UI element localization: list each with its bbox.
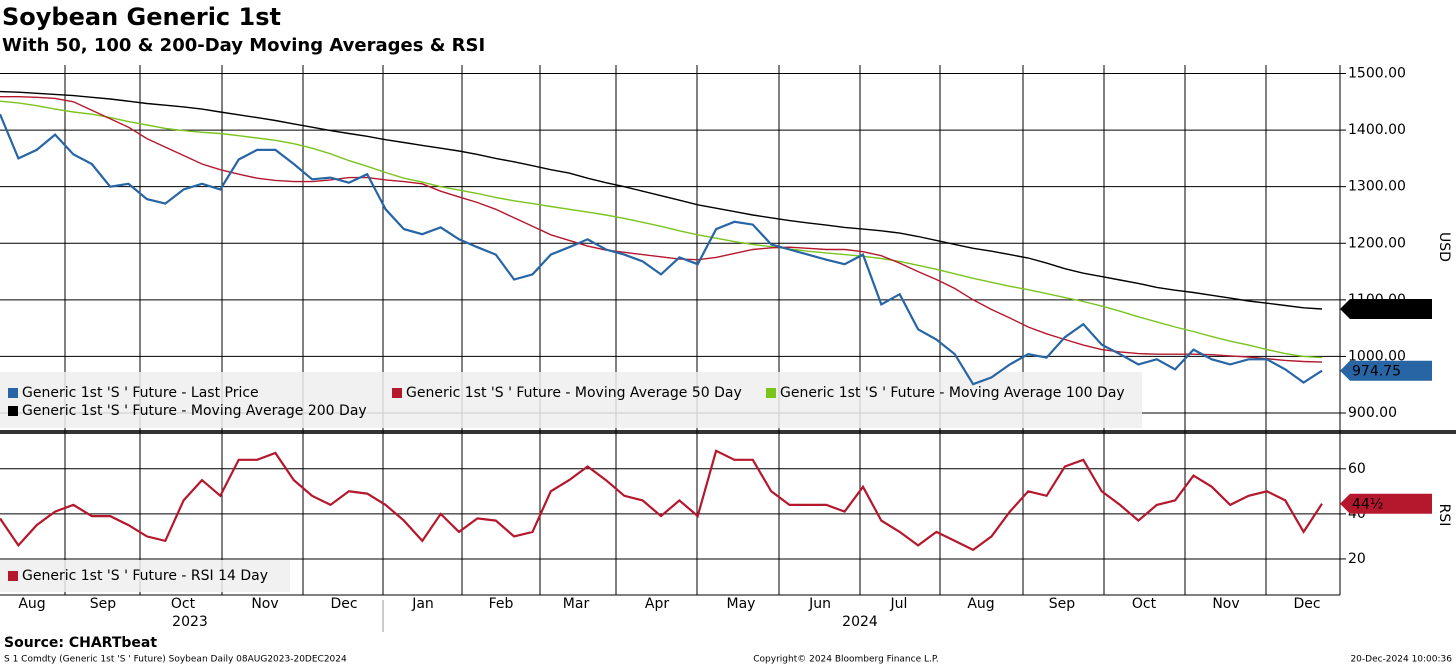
x-tick-label: Oct (1132, 596, 1157, 612)
chart-subtitle: With 50, 100 & 200-Day Moving Averages &… (2, 35, 485, 56)
y-tick-label: 1400.00 (1348, 122, 1406, 138)
legend-swatch (766, 388, 776, 398)
y-axis-label: USD (1436, 232, 1452, 262)
x-tick-label: Jan (411, 596, 434, 612)
value-tag (1340, 493, 1432, 514)
x-tick-label: Nov (1212, 596, 1239, 612)
y-tick-label: 1200.00 (1348, 235, 1406, 251)
legend-swatch (8, 571, 18, 581)
x-tick-label: Dec (1293, 596, 1320, 612)
y-tick-label: 20 (1348, 551, 1366, 567)
line-series (0, 96, 1323, 363)
x-tick-label: Feb (489, 596, 514, 612)
grid (0, 65, 1340, 595)
source: Source: CHARTbeat (4, 635, 157, 651)
line-series (0, 449, 1323, 552)
legend-swatch (392, 388, 402, 398)
y-tick-label: 900.00 (1348, 405, 1397, 421)
line-series (0, 113, 1323, 386)
legend-box (0, 560, 290, 592)
value-tag (1340, 299, 1432, 320)
x-tick-label: Dec (330, 596, 357, 612)
value-tag-label: 974.75 (1352, 364, 1401, 380)
value-tag-label: 44½ (1352, 497, 1383, 513)
legend-label: Generic 1st 'S ' Future - Moving Average… (406, 385, 742, 401)
year-label: 2023 (172, 614, 208, 630)
year-label: 2024 (842, 614, 878, 630)
x-tick-label: Jul (890, 596, 908, 612)
legend-label: Generic 1st 'S ' Future - Moving Average… (22, 403, 367, 419)
line-series (0, 90, 1323, 310)
legend-label: Generic 1st 'S ' Future - Moving Average… (780, 385, 1125, 401)
legend-swatch (8, 406, 18, 416)
x-tick-label: Oct (171, 596, 196, 612)
legend-label: Generic 1st 'S ' Future - RSI 14 Day (22, 568, 268, 584)
y-tick-label: 60 (1348, 461, 1366, 477)
x-tick-label: May (727, 596, 756, 612)
x-tick-label: Aug (967, 596, 994, 612)
value-tag-label: 1083.7937 (1352, 302, 1428, 318)
y-axis-label: RSI (1436, 504, 1452, 527)
y-tick-label: 1000.00 (1348, 348, 1406, 364)
value-tag (1340, 360, 1432, 381)
x-tick-label: Mar (563, 596, 590, 612)
x-tick-label: Jun (808, 596, 831, 612)
x-tick-label: Aug (18, 596, 45, 612)
x-tick-label: Sep (1049, 596, 1076, 612)
legend-swatch (8, 388, 18, 398)
footer-right: 20-Dec-2024 10:00:36 (1350, 655, 1452, 665)
chart-title: Soybean Generic 1st (2, 3, 281, 31)
legend-box (0, 372, 1142, 428)
footer-center: Copyright© 2024 Bloomberg Finance L.P. (753, 655, 938, 665)
x-tick-label: Apr (645, 596, 669, 612)
y-tick-label: 1300.00 (1348, 179, 1406, 195)
legend-label: Generic 1st 'S ' Future - Last Price (22, 385, 259, 401)
x-tick-label: Nov (251, 596, 278, 612)
x-tick-label: Sep (90, 596, 117, 612)
y-tick-label: 1500.00 (1348, 65, 1406, 81)
line-series (0, 100, 1323, 359)
footer-left: S 1 Comdty (Generic 1st 'S ' Future) Soy… (4, 655, 347, 665)
